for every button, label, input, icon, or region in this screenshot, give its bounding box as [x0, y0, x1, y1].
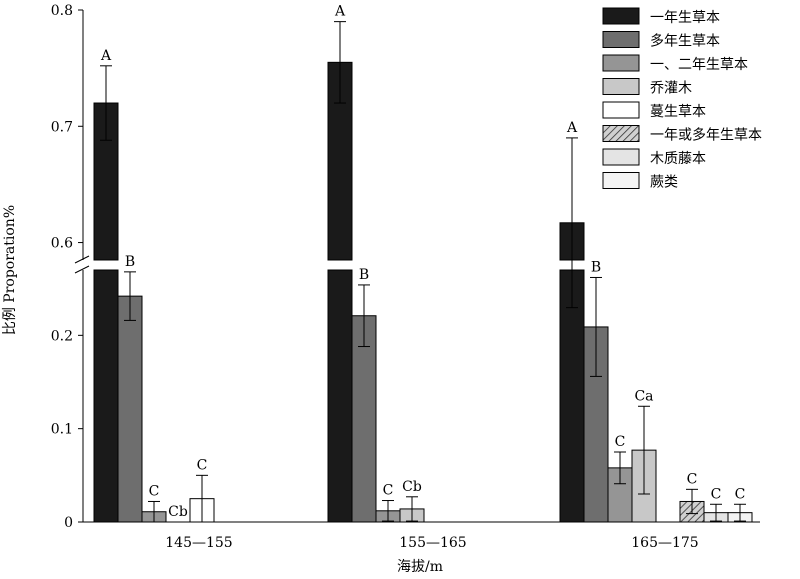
significance-label: C	[383, 483, 394, 499]
bar	[93, 269, 119, 523]
y-tick-label: 0.6	[51, 236, 73, 252]
legend-label: 乔灌木	[650, 81, 692, 97]
significance-label: B	[591, 259, 601, 275]
legend-label: 一、二年生草本	[650, 57, 748, 73]
legend-swatch	[602, 7, 640, 25]
legend-swatch	[602, 78, 640, 95]
legend-label: 蕨类	[650, 175, 678, 191]
significance-label: A	[100, 48, 112, 64]
legend-label: 一年或多年生草本	[650, 127, 762, 144]
axis-break-mark	[74, 255, 90, 264]
significance-label: C	[735, 486, 746, 502]
y-tick-label: 0.7	[51, 119, 73, 135]
legend-label: 一年生草本	[650, 10, 720, 26]
x-tick-label: 155—165	[399, 535, 466, 551]
significance-label: C	[687, 471, 698, 487]
legend-label: 木质藤本	[650, 151, 706, 167]
legend-label: 多年生草本	[650, 33, 720, 50]
significance-label: C	[711, 486, 722, 502]
significance-label: Cb	[168, 504, 188, 520]
significance-label: Ca	[634, 388, 653, 404]
significance-label: A	[334, 4, 346, 20]
x-tick-label: 165—175	[631, 535, 698, 551]
legend-label: 蔓生草本	[650, 104, 706, 120]
legend-swatch	[602, 125, 640, 142]
y-tick-label: 0	[64, 515, 73, 531]
axis-break-mark	[74, 265, 90, 274]
bar	[351, 315, 377, 523]
significance-label: C	[615, 434, 626, 450]
bar	[327, 269, 353, 523]
legend-swatch	[602, 172, 640, 189]
significance-label: C	[197, 457, 208, 473]
bar	[559, 269, 585, 523]
legend-swatch	[602, 148, 640, 166]
significance-label: B	[359, 267, 369, 283]
x-tick-label: 145—155	[165, 535, 232, 551]
significance-label: Cb	[402, 479, 422, 495]
significance-label: B	[125, 254, 135, 270]
significance-label: A	[566, 120, 578, 136]
x-axis-title: 海拔/m	[397, 559, 443, 575]
significance-label: C	[149, 483, 160, 499]
legend-swatch	[602, 101, 640, 119]
legend-swatch	[602, 54, 640, 72]
y-axis-title: 比例 Proporation%	[2, 205, 18, 335]
y-tick-label: 0.1	[51, 422, 73, 438]
y-tick-label: 0.2	[51, 328, 73, 344]
legend-swatch	[602, 31, 640, 48]
bar	[117, 295, 143, 523]
y-tick-label: 0.8	[51, 3, 73, 19]
